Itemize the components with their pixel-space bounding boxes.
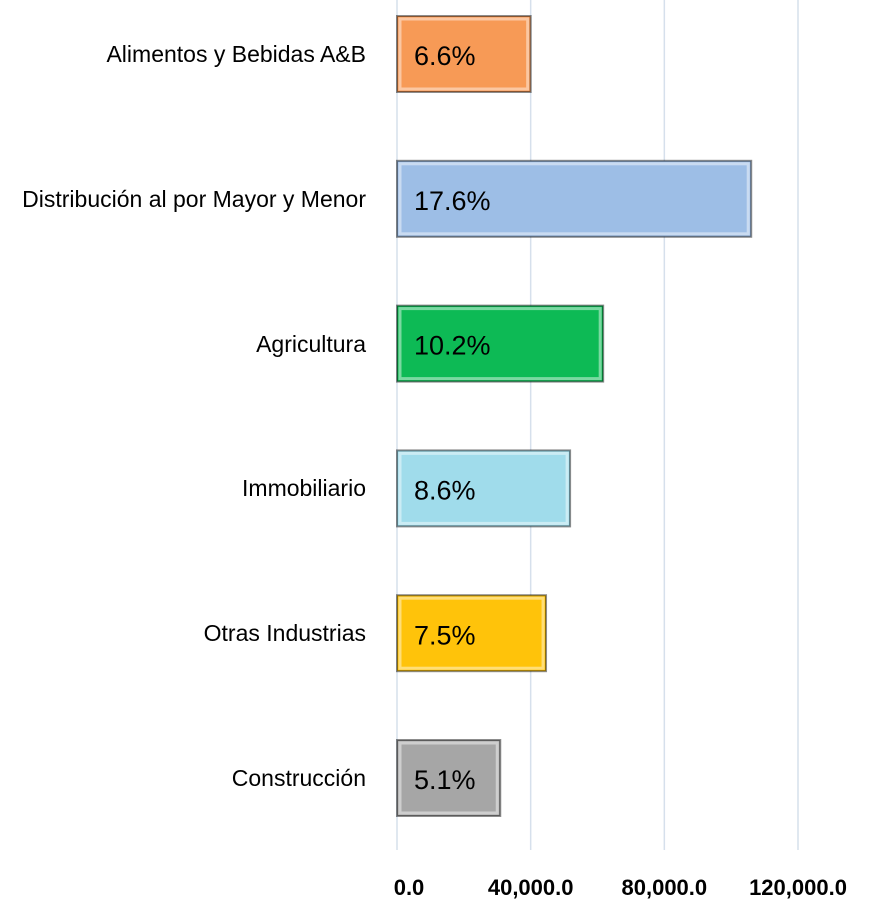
bar (396, 739, 502, 817)
data-label: 17.6% (414, 186, 491, 216)
bar-bevel (398, 451, 569, 525)
data-label: 7.5% (414, 620, 476, 650)
category-label: Alimentos y Bebidas A&B (106, 41, 366, 67)
bar-bevel (398, 162, 750, 236)
category-label: Otras Industrias (203, 620, 366, 647)
data-label: 10.2% (414, 331, 491, 361)
category-label: Construcción (231, 765, 366, 791)
x-tick-label: 0.0 (394, 875, 425, 900)
bar (396, 304, 605, 383)
category-label: Distribución al por Mayor y Menor (22, 185, 366, 212)
x-tick-label: 120,000.0 (749, 875, 847, 900)
bar (396, 159, 753, 238)
data-label: 6.6% (414, 41, 476, 71)
bar-bevel (398, 596, 545, 670)
bar-bevel (398, 307, 602, 381)
x-tick-label: 40,000.0 (488, 875, 574, 900)
bar (396, 15, 532, 93)
bar (396, 449, 572, 528)
bar (396, 594, 548, 673)
data-label: 5.1% (414, 765, 476, 795)
category-label: Immobiliario (242, 475, 366, 502)
bar-bevel (398, 741, 499, 815)
bar-bevel (398, 17, 530, 91)
category-label: Agricultura (256, 330, 366, 357)
data-label: 8.6% (414, 476, 476, 506)
x-tick-label: 80,000.0 (622, 875, 708, 900)
